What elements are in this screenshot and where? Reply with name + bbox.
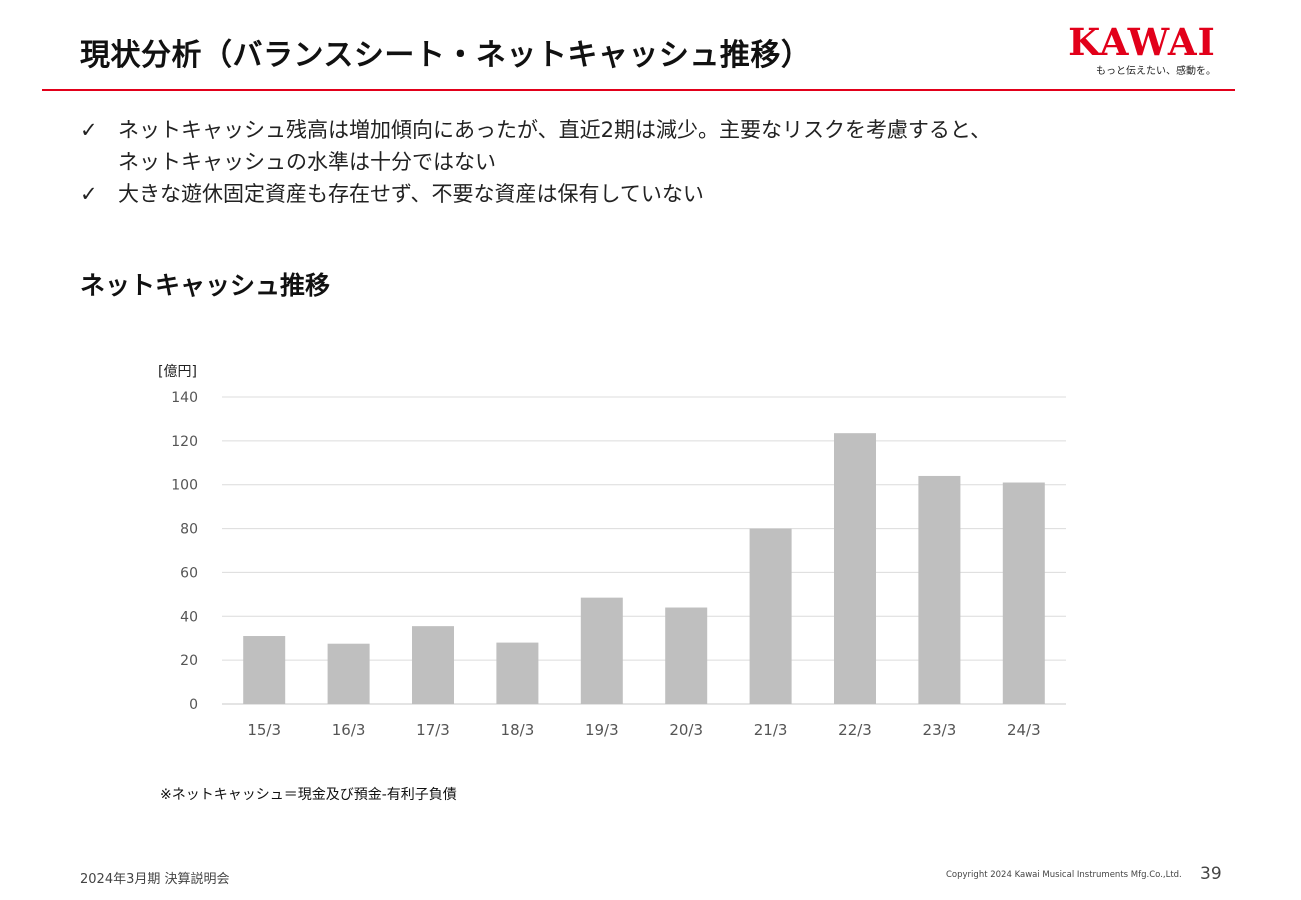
y-tick-label: 80	[180, 522, 198, 538]
y-tick-label: 20	[180, 653, 198, 669]
bar-18-3	[496, 642, 539, 704]
bar-24-3	[1002, 482, 1045, 704]
x-tick-label: 20/3	[669, 721, 703, 739]
y-tick-label: 0	[189, 697, 198, 713]
chart-footnote: ※ネットキャッシュ＝現金及び預金-有利子負債	[160, 787, 457, 803]
bullet-text: 大きな遊休固定資産も存在せず、不要な資産は保有していない	[118, 182, 704, 206]
checkmark-icon: ✓	[80, 182, 98, 206]
y-tick-label: 140	[171, 390, 198, 406]
y-tick-label: 40	[180, 609, 198, 625]
x-tick-label: 19/3	[585, 721, 619, 739]
x-tick-label: 24/3	[1007, 721, 1041, 739]
x-tick-label: 23/3	[923, 721, 957, 739]
bar-22-3	[834, 433, 876, 704]
x-tick-label: 15/3	[247, 721, 281, 739]
footer-event-label: 2024年3月期 決算説明会	[80, 872, 230, 887]
kawai-logo: KAWAI もっと伝えたい、感動を。	[1062, 22, 1222, 77]
checkmark-icon: ✓	[80, 118, 98, 142]
page-number: 39	[1200, 864, 1222, 884]
y-unit-label: [億円]	[158, 364, 197, 380]
x-tick-label: 21/3	[754, 721, 788, 739]
title-divider	[42, 89, 1235, 91]
y-tick-label: 120	[171, 434, 198, 450]
page-title: 現状分析（バランスシート・ネットキャッシュ推移）	[80, 38, 812, 73]
y-tick-label: 100	[171, 478, 198, 494]
bar-20-3	[665, 607, 708, 704]
x-tick-label: 17/3	[416, 721, 450, 739]
bar-23-3	[918, 475, 961, 704]
bullet-item: ✓ 大きな遊休固定資産も存在せず、不要な資産は保有していない	[80, 178, 991, 210]
y-tick-label: 60	[180, 565, 198, 581]
footer-copyright: Copyright 2024 Kawai Musical Instruments…	[946, 870, 1182, 880]
section-title: ネットキャッシュ推移	[80, 271, 331, 300]
bullet-list: ✓ ネットキャッシュ残高は増加傾向にあったが、直近2期は減少。主要なリスクを考慮…	[80, 114, 991, 210]
bar-15-3	[243, 636, 286, 704]
bar-17-3	[412, 626, 454, 704]
bullet-text: ネットキャッシュ残高は増加傾向にあったが、直近2期は減少。主要なリスクを考慮する…	[118, 118, 992, 174]
bullet-item: ✓ ネットキャッシュ残高は増加傾向にあったが、直近2期は減少。主要なリスクを考慮…	[80, 114, 991, 178]
bar-19-3	[580, 597, 623, 704]
bar-21-3	[749, 528, 792, 704]
bar-16-3	[327, 643, 370, 704]
x-tick-label: 18/3	[501, 721, 535, 739]
x-tick-label: 16/3	[332, 721, 366, 739]
x-tick-label: 22/3	[838, 721, 872, 739]
logo-wordmark: KAWAI	[1068, 20, 1216, 64]
logo-tagline: もっと伝えたい、感動を。	[1096, 66, 1216, 77]
